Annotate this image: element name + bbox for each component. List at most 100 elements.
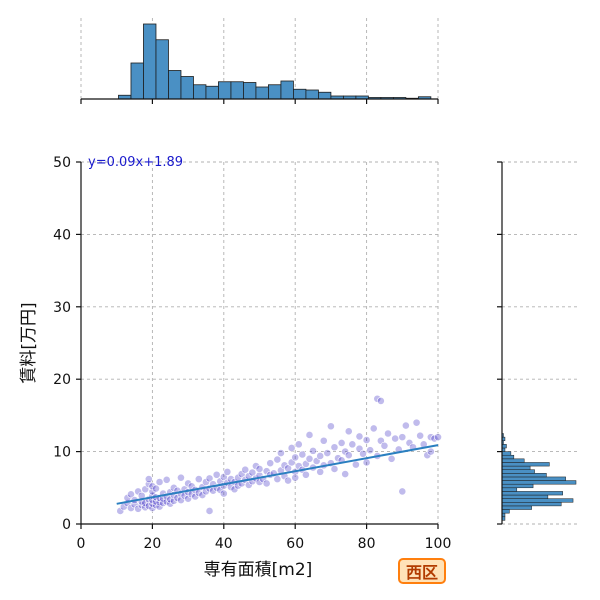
scatter-point	[219, 489, 228, 498]
scatter-point	[341, 470, 350, 478]
y-tick-label: 20	[53, 372, 71, 388]
scatter-point	[337, 439, 346, 447]
right-hist-bar	[501, 483, 534, 489]
scatter-point	[287, 444, 296, 452]
scatter-point	[194, 475, 203, 484]
right-hist-bar	[501, 444, 507, 449]
scatter-point	[309, 446, 317, 455]
right-hist-bar	[501, 458, 525, 463]
right-hist-grid	[502, 161, 580, 525]
top-hist-bar	[218, 81, 232, 100]
scatter-point	[355, 432, 364, 441]
scatter-point	[241, 465, 250, 474]
regression-equation: y=0.09x+1.89	[88, 155, 183, 170]
top-hist-bar	[293, 88, 307, 100]
right-hist-bar	[501, 505, 532, 510]
scatter-point	[366, 446, 375, 455]
scatter-point	[294, 440, 303, 449]
scatter-point	[291, 473, 300, 482]
scatter-point	[212, 470, 221, 479]
top-hist-bar	[268, 84, 282, 100]
scatter-point	[362, 458, 371, 467]
scatter-point	[255, 465, 264, 473]
scatter-point	[376, 397, 385, 405]
scatter-point	[416, 431, 425, 440]
scatter-point	[434, 433, 442, 442]
top-hist-bar	[318, 91, 332, 100]
top-hist-bar	[180, 76, 194, 100]
scatter-point	[344, 427, 353, 436]
top-hist-bar	[230, 81, 244, 100]
scatter-point	[262, 479, 271, 488]
y-tick-label: 0	[62, 517, 71, 533]
scatter-point	[326, 422, 335, 431]
scatter-point	[330, 443, 339, 452]
right-hist-bar	[501, 473, 547, 478]
scatter-point	[127, 490, 135, 499]
scatter-point	[305, 431, 314, 439]
right-hist-bar	[501, 480, 577, 485]
scatter-point	[316, 467, 325, 476]
scatter-point	[380, 441, 389, 450]
scatter-point	[302, 470, 310, 479]
right-hist-bar	[501, 487, 518, 492]
axes	[80, 98, 503, 525]
top-hist-bar	[243, 82, 257, 100]
regression-line	[116, 444, 439, 505]
x-tick-label: 40	[215, 536, 233, 552]
right-hist-bar	[501, 469, 535, 474]
x-tick-label: 100	[425, 536, 452, 552]
scatter-point	[369, 424, 378, 433]
scatter-point	[144, 475, 153, 484]
scatter-point	[398, 487, 407, 496]
x-axis-title: 専有面積[m2]	[204, 560, 313, 580]
top-histogram	[118, 23, 432, 100]
top-hist-bar	[205, 85, 219, 100]
scatter-point	[152, 484, 160, 493]
y-ticks: 0 10 20 30 40 50	[53, 155, 502, 533]
scatter-point	[316, 452, 325, 460]
scatter-point	[351, 460, 360, 469]
x-tick-label: 0	[77, 536, 86, 552]
scatter-point	[155, 478, 164, 486]
right-hist-bar	[501, 494, 549, 499]
y-tick-label: 40	[53, 227, 71, 243]
scatter-point	[384, 429, 392, 438]
top-hist-bar	[305, 89, 319, 100]
scatter-points	[116, 394, 442, 515]
right-hist-bar	[501, 476, 566, 481]
scatter-point	[291, 453, 300, 462]
scatter-point	[398, 433, 407, 442]
scatter-point	[273, 475, 282, 484]
scatter-point	[205, 474, 214, 483]
y-tick-label: 50	[53, 155, 71, 171]
x-ticks: 0 20 40 60 80 100	[77, 99, 452, 552]
scatter-point	[248, 468, 257, 477]
y-axis-title: 賃料[万円]	[19, 302, 39, 383]
scatter-point	[305, 454, 314, 463]
right-hist-bar	[501, 498, 574, 503]
top-hist-bar	[155, 39, 169, 100]
x-tick-label: 20	[143, 536, 161, 552]
scatter-point	[319, 436, 328, 445]
scatter-point	[284, 476, 292, 485]
x-tick-label: 60	[286, 536, 304, 552]
scatter-point	[205, 507, 214, 515]
top-hist-bar	[143, 23, 157, 100]
right-hist-bar	[501, 491, 563, 496]
scatter-point	[344, 451, 353, 460]
scatter-point	[391, 434, 400, 443]
x-tick-label: 80	[358, 536, 376, 552]
right-hist-bar	[501, 502, 562, 507]
scatter-point	[330, 465, 339, 473]
scatter-point	[412, 418, 421, 427]
scatter-point	[362, 436, 371, 444]
right-hist-bar	[501, 465, 531, 470]
right-hist-bar	[501, 509, 510, 514]
scatter-point	[273, 455, 282, 464]
scatter-point	[266, 459, 275, 468]
top-hist-bar	[130, 62, 144, 100]
right-hist-bar	[501, 454, 515, 460]
scatter-point	[298, 450, 307, 459]
